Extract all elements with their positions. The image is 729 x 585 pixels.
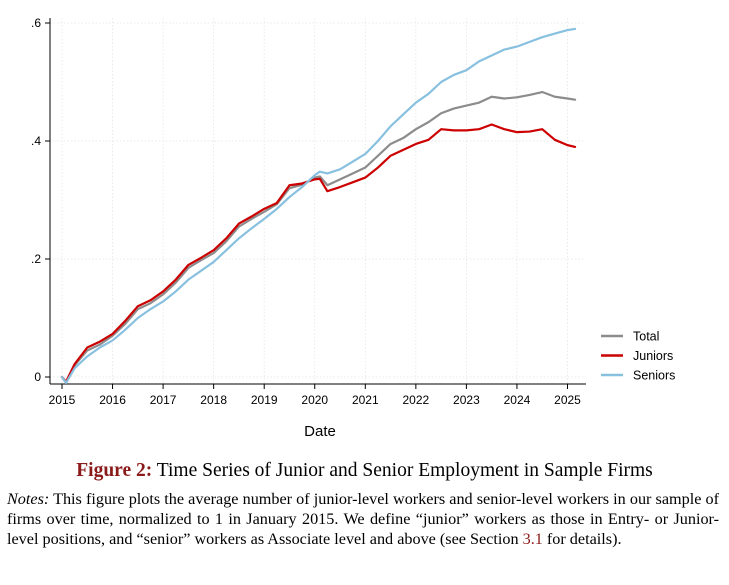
series-lines xyxy=(60,27,577,384)
y-tick-label: 0 xyxy=(34,370,41,384)
series-line-juniors xyxy=(60,123,577,383)
x-tick-label: 2019 xyxy=(251,393,278,407)
x-tick-label: 2016 xyxy=(99,393,126,407)
figure-notes: Notes: This figure plots the average num… xyxy=(7,489,719,549)
x-tick-label: 2017 xyxy=(150,393,177,407)
gridlines xyxy=(50,18,586,384)
figure-label: Figure 2: xyxy=(76,460,153,481)
y-tick-label: .4 xyxy=(31,134,41,148)
x-tick-label: 2025 xyxy=(554,393,581,407)
series-line-total xyxy=(60,90,577,384)
section-reference-link[interactable]: 3.1 xyxy=(522,530,543,548)
series-line-seniors xyxy=(60,27,577,384)
legend: Total Juniors Seniors xyxy=(601,330,675,383)
legend-label-seniors: Seniors xyxy=(633,369,675,383)
x-tick-label: 2021 xyxy=(352,393,379,407)
notes-text-end: for details). xyxy=(546,530,622,548)
x-tick-label: 2018 xyxy=(200,393,227,407)
x-tick-label: 2024 xyxy=(504,393,531,407)
line-chart: 0 .2 .4 .6 2015 2016 2017 2018 2019 2020 2021 2022 2… xyxy=(30,16,676,440)
x-tick-label: 2015 xyxy=(49,393,76,407)
y-tick-label: .6 xyxy=(31,16,41,30)
x-tick-label: 2020 xyxy=(301,393,328,407)
x-tick-label: 2022 xyxy=(402,393,429,407)
figure-caption: Figure 2: Time Series of Junior and Seni… xyxy=(0,460,729,482)
axes: 0 .2 .4 .6 2015 2016 2017 2018 2019 2020 2021 2022 2… xyxy=(31,16,586,407)
notes-text: This figure plots the average number of … xyxy=(7,490,719,548)
y-tick-label: .2 xyxy=(31,252,41,266)
legend-label-total: Total xyxy=(633,330,659,344)
x-tick-label: 2023 xyxy=(453,393,480,407)
x-axis-title: Date xyxy=(304,423,336,440)
figure-title: Time Series of Junior and Senior Employm… xyxy=(156,460,653,481)
notes-label: Notes: xyxy=(7,490,50,508)
legend-label-juniors: Juniors xyxy=(633,349,673,363)
